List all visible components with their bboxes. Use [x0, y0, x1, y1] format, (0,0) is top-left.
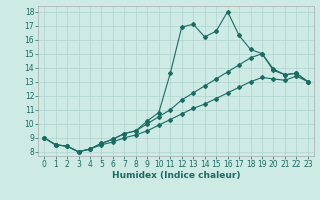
- X-axis label: Humidex (Indice chaleur): Humidex (Indice chaleur): [112, 171, 240, 180]
